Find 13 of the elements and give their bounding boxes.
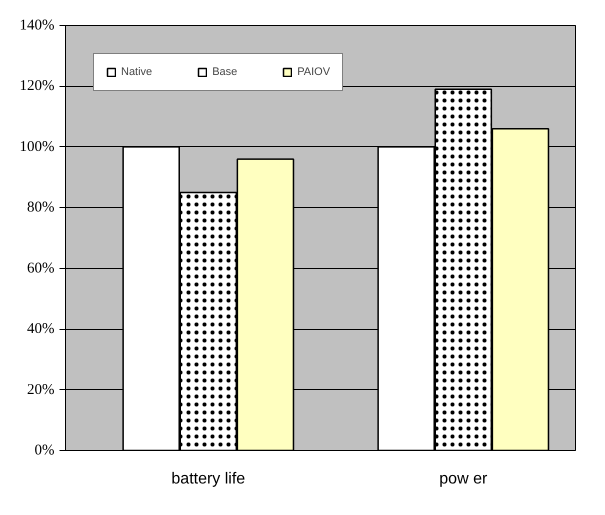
y-tick-label: 40% [27,321,55,338]
y-tick-label: 80% [27,200,55,216]
y-tick-label: 140% [20,18,55,34]
y-tick-label: 100% [20,138,55,155]
x-tick-label: battery life [171,470,246,488]
y-tick-label: 120% [20,78,55,94]
legend-label: Base [212,66,238,78]
y-tick-label: 60% [27,260,55,276]
x-tick-label: pow er [439,470,488,488]
legend-label: Native [121,66,152,78]
legend-label: PAIOV [297,66,330,78]
y-tick-label: 20% [27,382,55,398]
y-tick-label: 0% [34,442,55,458]
